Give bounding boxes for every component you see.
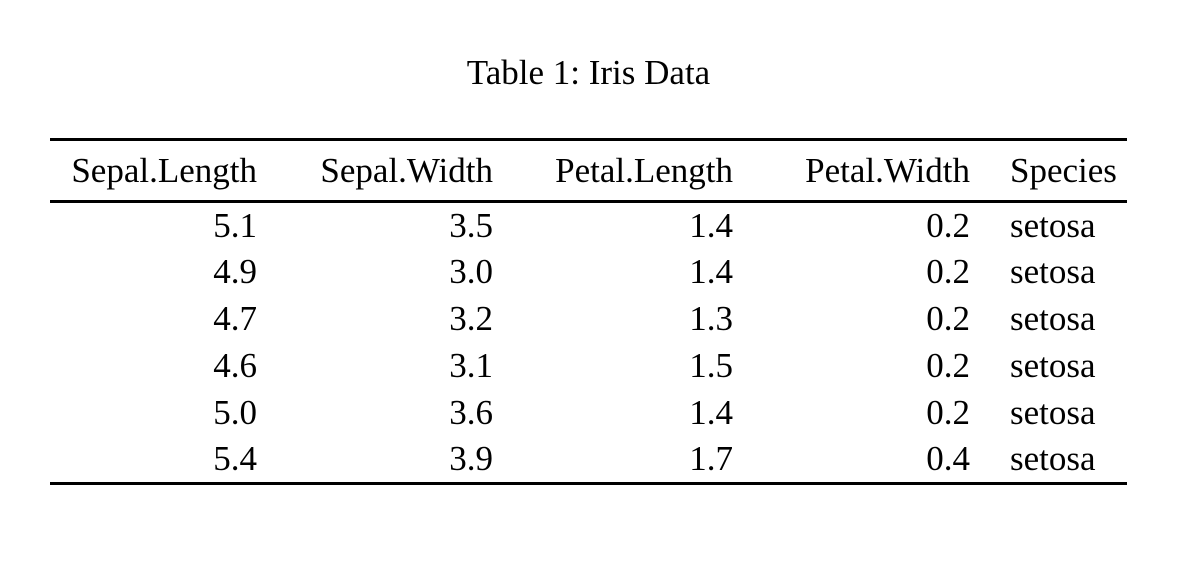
cell-sepal-length: 4.9 [213,252,257,291]
cell-sepal-width: 3.0 [449,252,493,291]
cell-sepal-length: 5.1 [213,205,257,245]
cell-sepal-length: 5.4 [213,439,257,479]
cell-petal-width: 0.2 [926,393,970,432]
cell-species: setosa [1010,346,1096,385]
cell-sepal-width: 3.2 [449,299,493,338]
cell-sepal-length: 4.7 [213,299,257,338]
cell-species: setosa [1010,205,1096,245]
cell-petal-length: 1.3 [689,299,733,338]
cell-petal-length: 1.4 [689,252,733,291]
table-caption: Table 1: Iris Data [466,53,711,92]
cell-petal-width: 0.2 [926,346,970,385]
table-row: 5.4 3.9 1.7 0.4 setosa [50,437,1127,484]
cell-sepal-length: 5.0 [213,393,257,432]
table-row: 5.1 3.5 1.4 0.2 setosa [50,202,1127,249]
cell-petal-width: 0.4 [926,439,970,479]
cell-sepal-width: 3.5 [449,205,493,245]
column-header-sepal-length: Sepal.Length [50,139,257,203]
iris-data-table: Sepal.Length Sepal.Width Petal.Length Pe… [50,138,1127,485]
column-header-petal-length: Petal.Length [493,139,733,203]
cell-petal-length: 1.7 [689,439,733,479]
cell-sepal-width: 3.6 [449,393,493,432]
cell-petal-length: 1.4 [689,205,733,245]
table-row: 4.9 3.0 1.4 0.2 setosa [50,249,1127,296]
cell-petal-width: 0.2 [926,205,970,245]
header-row: Sepal.Length Sepal.Width Petal.Length Pe… [50,139,1127,203]
column-header-petal-width: Petal.Width [733,139,970,203]
cell-petal-length: 1.4 [689,393,733,432]
cell-sepal-width: 3.9 [449,439,493,479]
column-header-sepal-width: Sepal.Width [257,139,493,203]
cell-petal-width: 0.2 [926,299,970,338]
cell-species: setosa [1010,252,1096,291]
cell-sepal-width: 3.1 [449,346,493,385]
table-row: 5.0 3.6 1.4 0.2 setosa [50,390,1127,437]
cell-species: setosa [1010,299,1096,338]
table-row: 4.7 3.2 1.3 0.2 setosa [50,296,1127,343]
table-row: 4.6 3.1 1.5 0.2 setosa [50,343,1127,390]
column-header-species: Species [970,139,1127,203]
cell-sepal-length: 4.6 [213,346,257,385]
cell-petal-width: 0.2 [926,252,970,291]
cell-species: setosa [1010,439,1096,479]
cell-petal-length: 1.5 [689,346,733,385]
cell-species: setosa [1010,393,1096,432]
